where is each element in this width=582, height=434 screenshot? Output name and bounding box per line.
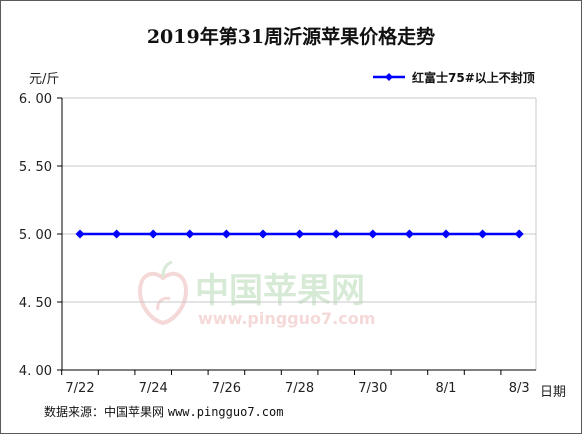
y-tick-label: 4. 50 (19, 296, 52, 311)
x-tick-label: 7/26 (212, 381, 241, 396)
y-tick-label: 4. 00 (19, 364, 52, 379)
watermark-text: 中国苹果网 (195, 271, 365, 311)
y-axis-unit: 元/斤 (29, 72, 60, 87)
data-point (478, 229, 488, 239)
data-point (368, 229, 378, 239)
data-point (331, 229, 341, 239)
x-tick-label: 8/1 (436, 381, 457, 396)
data-point (404, 229, 414, 239)
axes (57, 97, 536, 375)
data-point (295, 229, 305, 239)
watermark-url: www.pingguo7.com (198, 309, 375, 328)
data-point (514, 229, 524, 239)
x-tick-label: 8/3 (509, 381, 530, 396)
y-tick-labels: 6. 00 5. 50 5. 00 4. 50 4. 00 (19, 92, 52, 379)
apple-logo-icon (137, 260, 189, 326)
data-point (75, 229, 85, 239)
y-tick-label: 5. 50 (19, 160, 52, 175)
data-point (112, 229, 122, 239)
data-source: 数据来源：中国苹果网 www.pingguo7.com (44, 403, 283, 420)
y-tick-label: 6. 00 (19, 92, 52, 107)
legend-marker-icon (373, 73, 405, 81)
chart-title: 2019年第31周沂源苹果价格走势 (146, 26, 436, 48)
y-tick-label: 5. 00 (19, 228, 52, 243)
x-tick-label: 7/22 (65, 381, 94, 396)
x-axis-unit: 日期 (540, 385, 567, 400)
watermark: 中国苹果网 www.pingguo7.com (137, 260, 375, 328)
data-point (148, 229, 158, 239)
x-tick-label: 7/28 (285, 381, 314, 396)
series-group (75, 229, 524, 239)
source-url: www.pingguo7.com (167, 405, 284, 419)
data-point (441, 229, 451, 239)
legend: 红富士75#以上不封顶 (372, 68, 535, 86)
source-label: 数据来源：中国苹果网 (44, 405, 165, 419)
x-tick-label: 7/30 (358, 381, 387, 396)
data-point (185, 229, 195, 239)
x-tick-labels: 7/22 7/24 7/26 7/28 7/30 8/1 8/3 (65, 381, 529, 396)
legend-label: 红富士75#以上不封顶 (412, 70, 535, 85)
data-point (221, 229, 231, 239)
data-point (258, 229, 268, 239)
x-tick-label: 7/24 (139, 381, 168, 396)
